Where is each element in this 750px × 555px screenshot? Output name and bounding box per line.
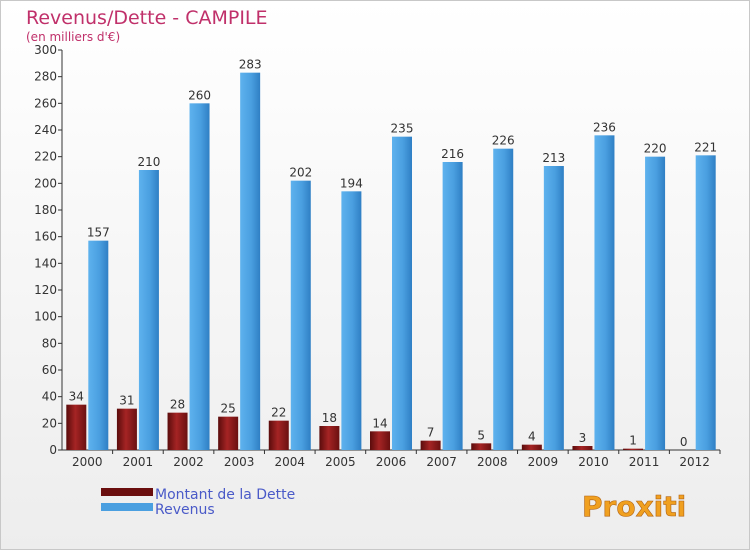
y-tick-label: 40 [42, 390, 57, 404]
y-tick-label: 100 [34, 310, 57, 324]
bar-revenus-2012 [695, 155, 716, 451]
legend-swatch-debt [101, 488, 153, 496]
bar-debt-2008 [471, 443, 492, 450]
y-tick-label: 200 [34, 176, 57, 190]
y-axis: 0 20 40 60 80 100 120 140 160 180 200 220 240 260 280 3… [34, 43, 63, 457]
bar-revenus-2011 [645, 156, 666, 450]
bar-revenus-2003 [240, 72, 261, 451]
x-tick-label: 2004 [274, 455, 305, 469]
data-label-revenus-2005: 194 [340, 176, 363, 190]
bar-revenus-2002 [189, 103, 210, 450]
legend-swatch-revenus [101, 503, 153, 511]
y-tick-label: 140 [34, 256, 57, 270]
legend-label-revenus: Revenus [155, 502, 215, 518]
y-tick-label: 80 [42, 336, 57, 350]
data-label-debt-2003: 25 [221, 402, 236, 416]
data-label-revenus-2000: 157 [87, 226, 110, 240]
data-label-debt-2007: 7 [427, 426, 435, 440]
proxiti-logo-text: Proxiti [582, 490, 686, 523]
data-label-revenus-2011: 220 [644, 142, 667, 156]
data-label-revenus-2003: 283 [239, 58, 262, 72]
y-tick-label: 60 [42, 363, 57, 377]
bar-revenus-2004 [290, 180, 311, 450]
bars-group [66, 72, 716, 451]
x-tick-label: 2007 [426, 455, 457, 469]
bar-debt-2005 [319, 426, 340, 450]
bar-debt-2000 [66, 404, 87, 450]
bar-debt-2004 [268, 420, 289, 450]
data-label-debt-2001: 31 [119, 394, 134, 408]
y-tick-label: 280 [34, 70, 57, 84]
legend: Montant de la Dette Revenus [101, 487, 295, 518]
data-label-revenus-2006: 235 [391, 122, 414, 136]
x-tick-label: 2010 [578, 455, 609, 469]
y-tick-label: 260 [34, 96, 57, 110]
chart-subtitle: (en milliers d'€) [26, 30, 120, 44]
data-label-revenus-2008: 226 [492, 134, 515, 148]
data-label-debt-2011: 1 [629, 434, 637, 448]
bar-debt-2011 [623, 448, 644, 450]
bar-revenus-2001 [138, 170, 159, 450]
data-label-revenus-2007: 216 [441, 147, 464, 161]
bar-debt-2002 [167, 412, 188, 450]
x-tick-label: 2009 [528, 455, 559, 469]
bar-revenus-2005 [341, 191, 362, 451]
x-tick-label: 2002 [173, 455, 204, 469]
x-tick-label: 2012 [679, 455, 710, 469]
bar-revenus-2007 [442, 162, 463, 450]
bar-debt-2003 [218, 416, 239, 450]
x-tick-label: 2008 [477, 455, 508, 469]
data-label-debt-2012: 0 [680, 435, 688, 449]
y-tick-label: 300 [34, 43, 57, 57]
data-label-debt-2005: 18 [322, 411, 337, 425]
x-tick-label: 2003 [224, 455, 255, 469]
y-tick-label: 160 [34, 230, 57, 244]
bar-revenus-2000 [88, 240, 109, 450]
x-tick-label: 2006 [376, 455, 407, 469]
y-tick-label: 20 [42, 416, 57, 430]
x-tick-label: 2001 [123, 455, 154, 469]
data-label-revenus-2009: 213 [542, 151, 565, 165]
bar-debt-2009 [521, 444, 542, 450]
bar-revenus-2010 [594, 135, 615, 451]
bar-debt-2006 [370, 431, 390, 450]
bar-debt-2010 [572, 446, 593, 450]
x-tick-label: 2000 [72, 455, 103, 469]
bar-revenus-2008 [493, 148, 514, 450]
data-label-debt-2000: 34 [69, 390, 84, 404]
x-tick-label: 2011 [629, 455, 660, 469]
data-label-revenus-2002: 260 [188, 88, 211, 102]
data-label-debt-2008: 5 [477, 428, 485, 442]
chart-title: Revenus/Dette - CAMPILE [26, 7, 268, 29]
y-tick-label: 220 [34, 150, 57, 164]
y-tick-label: 0 [49, 443, 57, 457]
data-label-debt-2010: 3 [579, 431, 587, 445]
data-label-revenus-2010: 236 [593, 120, 616, 134]
y-tick-label: 120 [34, 283, 57, 297]
y-tick-label: 180 [34, 203, 57, 217]
data-label-revenus-2012: 221 [694, 140, 717, 154]
data-label-revenus-2001: 210 [137, 155, 160, 169]
bar-revenus-2009 [543, 166, 564, 450]
y-tick-label: 240 [34, 123, 57, 137]
bar-revenus-2006 [392, 136, 412, 450]
data-label-debt-2009: 4 [528, 430, 536, 444]
data-label-debt-2002: 28 [170, 398, 185, 412]
bar-debt-2007 [420, 440, 441, 450]
legend-label-debt: Montant de la Dette [155, 487, 295, 503]
data-label-debt-2004: 22 [271, 406, 286, 420]
data-label-debt-2006: 14 [372, 416, 387, 430]
proxiti-logo: Proxiti [582, 490, 687, 524]
bar-labels-group: 3415731210282602528322202181941423572165… [69, 58, 717, 449]
x-tick-label: 2005 [325, 455, 356, 469]
data-label-revenus-2004: 202 [289, 166, 312, 180]
bar-debt-2001 [116, 408, 137, 450]
